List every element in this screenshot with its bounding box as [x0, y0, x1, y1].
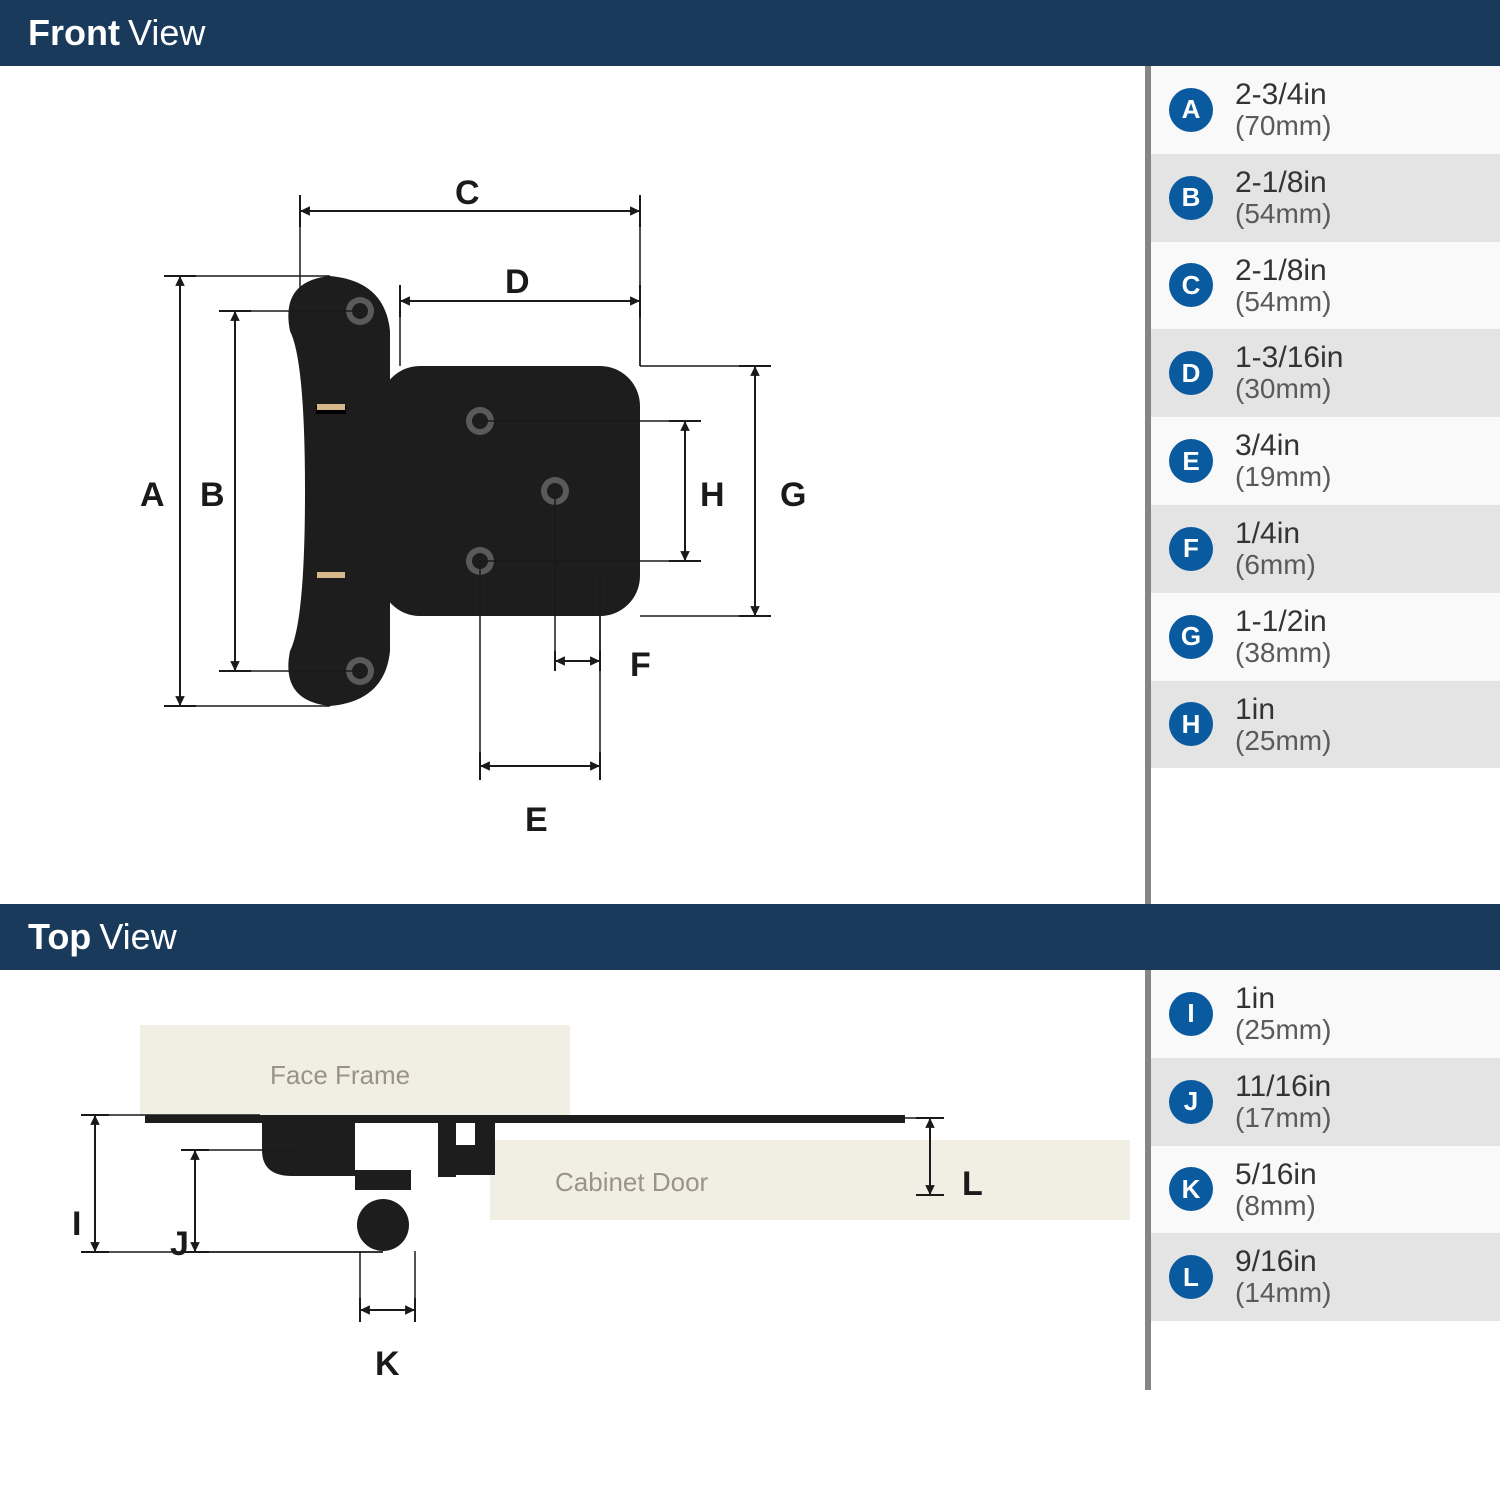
dim-in-B: 2-1/8in: [1235, 166, 1331, 199]
dim-mm-C: (54mm): [1235, 287, 1331, 318]
dim-badge-A: A: [1169, 88, 1213, 132]
dim-row-L: L 9/16in(14mm): [1151, 1233, 1500, 1321]
dim-text-G: 1-1/2in(38mm): [1235, 605, 1331, 669]
dim-label-F: F: [630, 646, 651, 685]
dim-text-A: 2-3/4in(70mm): [1235, 78, 1331, 142]
dim-mm-H: (25mm): [1235, 726, 1331, 757]
top-dimension-table: I 1in(25mm) J 11/16in(17mm) K 5/16in(8mm) L 9/1…: [1145, 970, 1500, 1390]
dim-text-B: 2-1/8in(54mm): [1235, 166, 1331, 230]
dim-in-A: 2-3/4in: [1235, 78, 1331, 111]
dim-text-L: 9/16in(14mm): [1235, 1245, 1331, 1309]
front-title-rest: View: [128, 12, 205, 53]
dim-row-C: C 2-1/8in(54mm): [1151, 242, 1500, 330]
top-view-header: TopView: [0, 904, 1500, 970]
dim-row-G: G 1-1/2in(38mm): [1151, 593, 1500, 681]
front-dimension-table: A2-3/4in(70mm)B2-1/8in(54mm)C2-1/8in(54m…: [1145, 66, 1500, 904]
dim-in-K: 5/16in: [1235, 1158, 1317, 1191]
dim-row-B: B 2-1/8in(54mm): [1151, 154, 1500, 242]
dim-badge-K: K: [1169, 1167, 1213, 1211]
front-diagram: AB C D E F G H: [0, 66, 1145, 904]
dim-in-D: 1-3/16in: [1235, 341, 1343, 374]
dim-label-G: G: [780, 476, 806, 515]
front-view-header: FrontView: [0, 0, 1500, 66]
dim-label-A: A: [140, 476, 165, 515]
dim-mm-L: (14mm): [1235, 1278, 1331, 1309]
dim-row-A: A 2-3/4in(70mm): [1151, 66, 1500, 154]
dim-in-L: 9/16in: [1235, 1245, 1331, 1278]
dim-badge-I: I: [1169, 992, 1213, 1036]
dim-row-J: J 11/16in(17mm): [1151, 1058, 1500, 1146]
cabinet-door-label: Cabinet Door: [555, 1167, 708, 1198]
dim-label-D: D: [505, 263, 530, 302]
dim-in-H: 1in: [1235, 693, 1331, 726]
dim-badge-C: C: [1169, 263, 1213, 307]
dim-mm-F: (6mm): [1235, 550, 1316, 581]
dim-label-B: B: [200, 476, 225, 515]
dim-row-F: F 1/4in(6mm): [1151, 505, 1500, 593]
dim-mm-J: (17mm): [1235, 1103, 1331, 1134]
dim-badge-L: L: [1169, 1255, 1213, 1299]
front-svg: [0, 66, 1145, 904]
dim-text-E: 3/4in(19mm): [1235, 429, 1331, 493]
dim-in-C: 2-1/8in: [1235, 254, 1331, 287]
dim-mm-A: (70mm): [1235, 111, 1331, 142]
dim-badge-D: D: [1169, 351, 1213, 395]
face-frame-label: Face Frame: [270, 1060, 410, 1091]
dim-row-E: E 3/4in(19mm): [1151, 417, 1500, 505]
dim-row-I: I 1in(25mm): [1151, 970, 1500, 1058]
dim-in-G: 1-1/2in: [1235, 605, 1331, 638]
dim-in-J: 11/16in: [1235, 1070, 1331, 1103]
top-title-bold: Top: [28, 916, 91, 957]
dim-mm-B: (54mm): [1235, 199, 1331, 230]
dim-text-F: 1/4in(6mm): [1235, 517, 1316, 581]
dim-badge-H: H: [1169, 702, 1213, 746]
dim-badge-G: G: [1169, 615, 1213, 659]
dim-label-I: I: [72, 1205, 81, 1244]
dim-label-K: K: [375, 1345, 400, 1384]
dim-text-K: 5/16in(8mm): [1235, 1158, 1317, 1222]
dim-text-C: 2-1/8in(54mm): [1235, 254, 1331, 318]
dim-row-D: D 1-3/16in(30mm): [1151, 329, 1500, 417]
top-title-rest: View: [99, 916, 176, 957]
dim-in-I: 1in: [1235, 982, 1331, 1015]
dim-mm-G: (38mm): [1235, 638, 1331, 669]
dim-mm-E: (19mm): [1235, 462, 1331, 493]
dim-text-H: 1in(25mm): [1235, 693, 1331, 757]
dim-label-C: C: [455, 174, 480, 213]
dim-text-D: 1-3/16in(30mm): [1235, 341, 1343, 405]
dim-mm-D: (30mm): [1235, 374, 1343, 405]
dim-label-L: L: [962, 1165, 983, 1204]
dim-badge-J: J: [1169, 1080, 1213, 1124]
dim-text-J: 11/16in(17mm): [1235, 1070, 1331, 1134]
dim-in-E: 3/4in: [1235, 429, 1331, 462]
front-section: ABCDEFGH A2-3/4in(70mm)B2-1/8in(54mm)C2-…: [0, 66, 1500, 904]
dim-mm-I: (25mm): [1235, 1015, 1331, 1046]
dim-label-E: E: [525, 801, 548, 840]
dim-badge-B: B: [1169, 176, 1213, 220]
dim-mm-K: (8mm): [1235, 1191, 1317, 1222]
front-title-bold: Front: [28, 12, 120, 53]
dim-label-J: J: [170, 1225, 189, 1264]
dim-label-H: H: [700, 476, 725, 515]
dim-badge-F: F: [1169, 527, 1213, 571]
top-section: IJKLFace FrameCabinet Door I1in(25mm)J11…: [0, 970, 1500, 1390]
top-diagram: I J K L Face Frame Cabinet Door: [0, 970, 1145, 1390]
dim-row-K: K 5/16in(8mm): [1151, 1146, 1500, 1234]
dim-in-F: 1/4in: [1235, 517, 1316, 550]
dim-text-I: 1in(25mm): [1235, 982, 1331, 1046]
dim-badge-E: E: [1169, 439, 1213, 483]
dim-row-H: H 1in(25mm): [1151, 681, 1500, 769]
